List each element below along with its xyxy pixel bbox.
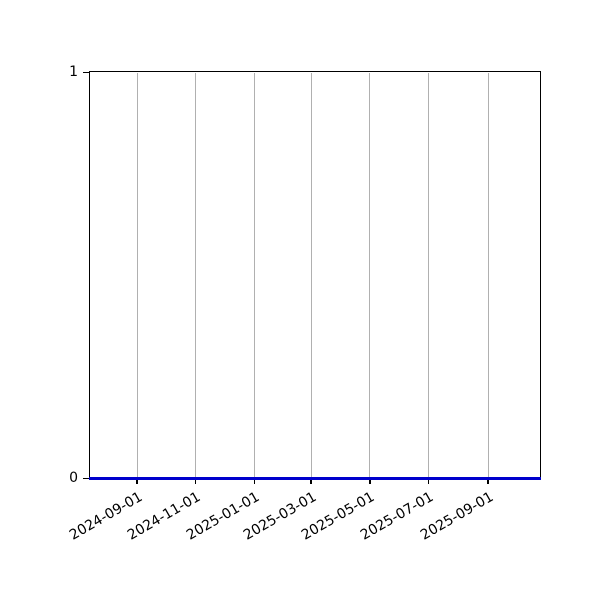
gridline	[195, 73, 197, 477]
x-tick-mark	[194, 479, 197, 484]
gridline	[428, 73, 429, 477]
gridline	[369, 73, 371, 477]
gridline	[253, 73, 255, 477]
y-tick-mark-0	[83, 477, 89, 479]
zero-line-series	[89, 477, 541, 480]
y-tick-label-1: 1	[69, 64, 78, 80]
x-tick-mark	[427, 479, 430, 484]
x-tick-mark	[369, 479, 371, 484]
plot-area	[89, 71, 541, 479]
y-tick-label-0: 0	[69, 470, 78, 486]
gridline	[487, 73, 489, 477]
gridline	[310, 73, 312, 477]
x-tick-mark	[253, 479, 256, 484]
y-tick-mark-1	[83, 71, 89, 73]
gridline	[136, 73, 138, 477]
x-tick-mark	[310, 479, 312, 484]
x-tick-mark	[136, 479, 138, 484]
x-tick-mark	[487, 479, 489, 484]
